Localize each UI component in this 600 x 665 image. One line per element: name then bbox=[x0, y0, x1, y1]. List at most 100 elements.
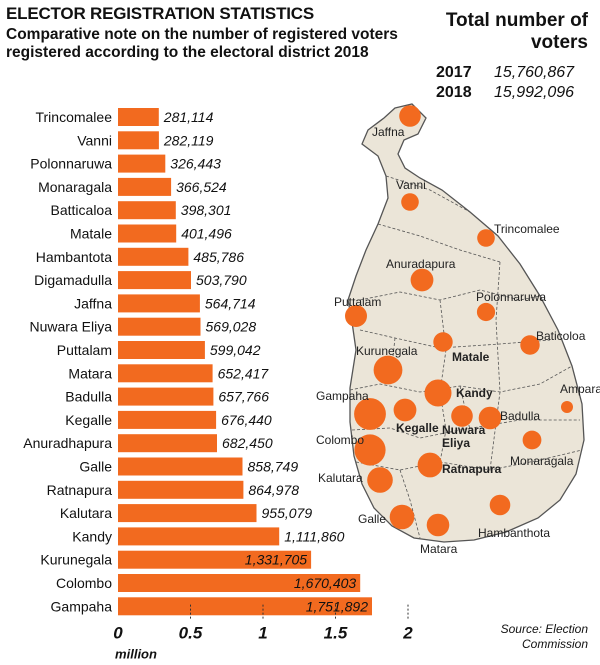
map-label: Anuradapura bbox=[386, 257, 456, 271]
value-label: 676,440 bbox=[221, 412, 272, 428]
map-label: Polonnaruwa bbox=[476, 290, 546, 304]
bar-matale bbox=[118, 224, 177, 243]
value-label: 401,496 bbox=[181, 226, 232, 242]
totals-year: 2017 bbox=[436, 64, 472, 81]
map-label: Monaragala bbox=[510, 454, 574, 468]
bar-hambantota bbox=[118, 247, 189, 266]
category-label: Kegalle bbox=[65, 412, 112, 428]
map-district-labels: Jaffna Vanni Trincomalee Anuradapura Puttala… bbox=[316, 125, 600, 556]
x-axis-label: million bbox=[115, 647, 157, 662]
category-label: Hambantota bbox=[36, 249, 112, 265]
x-tick-label: 0 bbox=[113, 624, 123, 643]
category-label: Trincomalee bbox=[35, 109, 112, 125]
source-note: Source: Election Commission bbox=[500, 622, 588, 651]
category-label: Kurunegala bbox=[40, 552, 112, 568]
map-dot-kandy bbox=[424, 379, 452, 407]
totals-value: 15,760,867 bbox=[494, 64, 575, 81]
map-dot-matale bbox=[433, 332, 453, 352]
map-label: Badulla bbox=[500, 409, 540, 423]
category-label: Galle bbox=[79, 459, 112, 475]
category-label: Batticaloa bbox=[51, 202, 113, 218]
district-map bbox=[347, 103, 585, 543]
bar-gampaha bbox=[118, 597, 372, 616]
category-label: Ratnapura bbox=[47, 482, 113, 498]
value-label: 366,524 bbox=[176, 179, 227, 195]
value-label: 682,450 bbox=[222, 435, 273, 451]
map-label: Colombo bbox=[316, 433, 364, 447]
map-dot-polonnaruwa bbox=[476, 302, 496, 322]
map-dot-nuwara-eliya bbox=[451, 405, 473, 427]
map-label: Galle bbox=[358, 512, 386, 526]
chart-title: ELECTOR REGISTRATION STATISTICS bbox=[6, 4, 314, 23]
totals-heading: Total number of voters bbox=[445, 10, 588, 53]
map-label: Ampara bbox=[560, 382, 600, 396]
category-label: Matara bbox=[68, 365, 112, 381]
map-dot-anuradapura bbox=[410, 268, 434, 292]
map-dot-kalutara bbox=[367, 467, 393, 493]
value-label: 282,119 bbox=[163, 132, 214, 148]
map-dot-puttalam bbox=[345, 305, 367, 327]
value-label: 564,714 bbox=[205, 295, 256, 311]
value-label: 485,786 bbox=[193, 249, 244, 265]
map-dot-jaffna bbox=[399, 105, 421, 127]
value-label: 503,790 bbox=[196, 272, 247, 288]
map-label: Jaffna bbox=[372, 125, 405, 139]
bar-colombo bbox=[118, 574, 361, 592]
value-label: 955,079 bbox=[262, 505, 313, 521]
totals-row-2018: 2018 15,992,096 bbox=[436, 84, 586, 102]
bar-batticaloa bbox=[118, 201, 176, 220]
map-label: Matara bbox=[420, 542, 458, 556]
category-label: Jaffna bbox=[74, 295, 112, 311]
map-label: Matale bbox=[452, 350, 490, 364]
value-label: 326,443 bbox=[170, 156, 221, 172]
bar-monaragala bbox=[118, 177, 172, 196]
value-label: 1,331,705 bbox=[245, 552, 307, 568]
map-dot-badulla bbox=[478, 406, 502, 430]
map-district-dots bbox=[345, 105, 573, 537]
map-label: Vanni bbox=[396, 178, 426, 192]
category-label: Kalutara bbox=[60, 505, 112, 521]
bar-ratnapura bbox=[118, 480, 244, 499]
category-label: Vanni bbox=[77, 132, 112, 148]
value-label: 652,417 bbox=[218, 365, 270, 381]
map-label: Hambanthota bbox=[478, 526, 550, 540]
category-label: Badulla bbox=[65, 389, 112, 405]
value-label: 657,766 bbox=[218, 389, 269, 405]
bar-vanni bbox=[118, 131, 159, 150]
category-label: Nuwara Eliya bbox=[30, 319, 113, 335]
chart-subtitle: Comparative note on the number of regist… bbox=[6, 26, 398, 61]
value-label: 569,028 bbox=[206, 319, 257, 335]
bar-jaffna bbox=[118, 294, 200, 313]
map-dot-hambanthota bbox=[489, 494, 511, 516]
map-label: Kegalle bbox=[396, 421, 439, 435]
value-label: 858,749 bbox=[248, 459, 299, 475]
x-tick-label: 2 bbox=[402, 624, 413, 643]
totals-year: 2018 bbox=[436, 84, 472, 101]
category-label: Anuradhapura bbox=[23, 435, 112, 451]
bar-anuradhapura bbox=[118, 434, 217, 453]
bar-polonnaruwa bbox=[118, 154, 166, 173]
map-dot-gampaha bbox=[354, 398, 386, 430]
bar-nuwara-eliya bbox=[118, 317, 201, 336]
bar-digamadulla bbox=[118, 271, 191, 290]
map-label: Kalutara bbox=[318, 471, 363, 485]
value-label: 1,111,860 bbox=[284, 528, 344, 544]
bar-galle bbox=[118, 457, 243, 476]
bar-kurunegala bbox=[118, 550, 312, 569]
category-label: Gampaha bbox=[51, 598, 113, 614]
totals-value: 15,992,096 bbox=[494, 84, 575, 101]
value-label: 599,042 bbox=[210, 342, 261, 358]
map-dot-vanni bbox=[401, 193, 419, 211]
map-dot-galle bbox=[389, 504, 415, 530]
totals-row-2017: 2017 15,760,867 bbox=[436, 64, 586, 82]
bar-kalutara bbox=[118, 504, 257, 523]
bar-kandy bbox=[118, 527, 280, 546]
category-label: Digamadulla bbox=[34, 272, 112, 288]
map-dot-matara bbox=[426, 513, 450, 537]
bar-puttalam bbox=[118, 341, 205, 359]
bar-trincomalee bbox=[118, 108, 159, 126]
category-label: Matale bbox=[70, 226, 112, 242]
category-label: Kandy bbox=[72, 528, 112, 544]
map-label: Trincomalee bbox=[494, 222, 560, 236]
